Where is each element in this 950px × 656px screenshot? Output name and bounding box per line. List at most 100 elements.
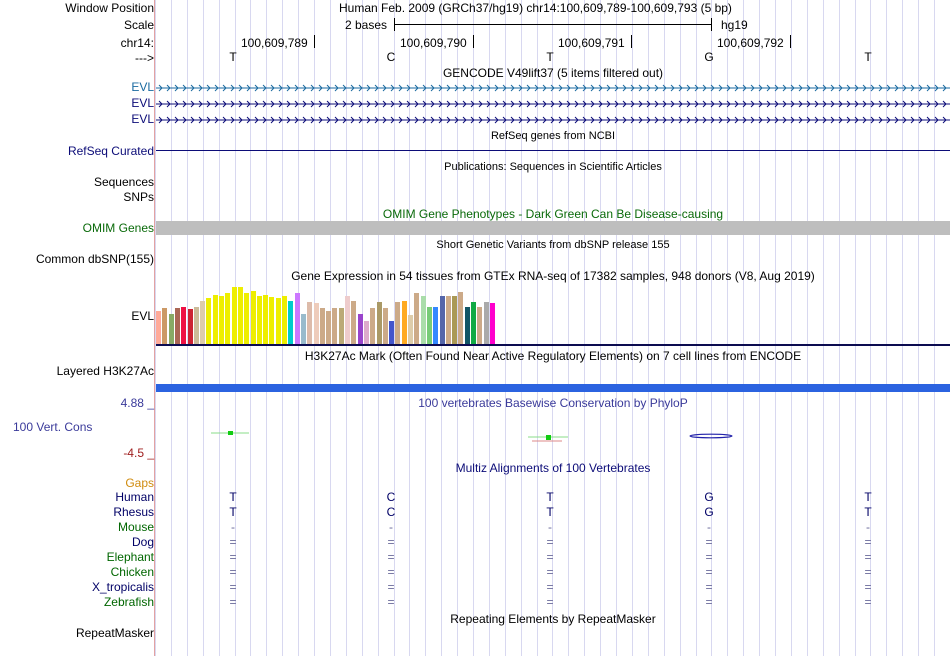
strand-arrow <box>894 84 899 92</box>
gtex-tissue-bar[interactable] <box>414 293 419 344</box>
phylop-plot[interactable] <box>156 410 950 460</box>
gtex-tissue-bar[interactable] <box>307 302 312 344</box>
gtex-tissue-bar[interactable] <box>295 293 300 344</box>
gtex-tissue-bar[interactable] <box>263 295 268 344</box>
gencode-track-title[interactable]: GENCODE V49lift37 (5 items filtered out) <box>442 66 664 80</box>
gencode-transcript-line[interactable] <box>156 83 950 93</box>
repeatmasker-track-title[interactable]: Repeating Elements by RepeatMasker <box>450 612 656 626</box>
strand-arrow <box>414 84 419 92</box>
gtex-tissue-bar[interactable] <box>383 308 388 344</box>
gtex-tissue-bar[interactable] <box>238 287 243 344</box>
gtex-tissue-bar[interactable] <box>402 301 407 344</box>
h3k27ac-label[interactable]: Layered H3K27Ac <box>56 364 154 378</box>
gtex-tissue-bar[interactable] <box>175 308 180 344</box>
species-label[interactable]: Dog <box>131 535 154 549</box>
gtex-tissue-bar[interactable] <box>314 303 319 344</box>
gtex-tissue-bar[interactable] <box>446 296 451 344</box>
gtex-tissue-bar[interactable] <box>188 309 193 344</box>
dbsnp-label[interactable]: Common dbSNP(155) <box>35 252 154 266</box>
gtex-tissue-bar[interactable] <box>288 301 293 344</box>
gtex-tissue-bar[interactable] <box>389 321 394 344</box>
gtex-tissue-bar[interactable] <box>213 295 218 344</box>
dbsnp-track-title[interactable]: Short Genetic Variants from dbSNP releas… <box>436 239 670 251</box>
species-label[interactable]: Zebrafish <box>103 595 154 609</box>
gtex-tissue-bar[interactable] <box>471 302 476 344</box>
phylop-label[interactable]: 100 Vert. Cons <box>13 420 93 434</box>
species-label[interactable]: Chicken <box>110 565 154 579</box>
gtex-tissue-bar[interactable] <box>477 307 482 344</box>
gtex-tissue-bar[interactable] <box>301 314 306 344</box>
gtex-tissue-bar[interactable] <box>200 301 205 344</box>
publications-track-title[interactable]: Publications: Sequences in Scientific Ar… <box>444 161 662 173</box>
gencode-item-label[interactable]: EVL <box>131 80 154 94</box>
gaps-label[interactable]: Gaps <box>125 476 154 490</box>
gtex-tissue-bar[interactable] <box>156 311 161 344</box>
gtex-tissue-bar[interactable] <box>345 296 350 344</box>
refseq-label[interactable]: RefSeq Curated <box>67 144 154 158</box>
gtex-tissue-bar[interactable] <box>244 293 249 344</box>
gencode-transcript-line[interactable] <box>156 115 950 125</box>
h3k27ac-track-title[interactable]: H3K27Ac Mark (Often Found Near Active Re… <box>304 349 802 363</box>
species-label[interactable]: Rhesus <box>113 505 154 519</box>
gtex-tissue-bar[interactable] <box>408 315 413 344</box>
gencode-item-label[interactable]: EVL <box>131 96 154 110</box>
gtex-tissue-bar[interactable] <box>484 302 489 344</box>
phylop-track-title[interactable]: 100 vertebrates Basewise Conservation by… <box>418 396 688 410</box>
gtex-tissue-bar[interactable] <box>377 302 382 344</box>
gtex-tissue-bar[interactable] <box>181 307 186 344</box>
gtex-tissue-bar[interactable] <box>162 308 167 344</box>
repeatmasker-label[interactable]: RepeatMasker <box>75 626 154 640</box>
gtex-tissue-bar[interactable] <box>169 314 174 344</box>
gtex-tissue-bar[interactable] <box>206 298 211 344</box>
gtex-tissue-bar[interactable] <box>421 296 426 344</box>
gtex-tissue-bar[interactable] <box>452 296 457 344</box>
gtex-tissue-bar[interactable] <box>219 296 224 344</box>
gtex-tissue-bar[interactable] <box>465 307 470 344</box>
omim-gene-bar[interactable] <box>156 221 950 235</box>
scale-db: hg19 <box>721 18 748 32</box>
strand-arrow <box>822 84 827 92</box>
refseq-track-title[interactable]: RefSeq genes from NCBI <box>490 130 616 142</box>
gtex-tissue-bar[interactable] <box>358 314 363 344</box>
alignment-base: = <box>705 550 713 564</box>
gtex-tissue-bar[interactable] <box>251 291 256 344</box>
gtex-bar-chart[interactable] <box>156 284 950 344</box>
gtex-tissue-bar[interactable] <box>370 308 375 344</box>
gtex-tissue-bar[interactable] <box>320 308 325 344</box>
gtex-tissue-bar[interactable] <box>282 296 287 344</box>
gtex-tissue-bar[interactable] <box>433 307 438 344</box>
gtex-tissue-bar[interactable] <box>225 293 230 344</box>
gtex-tissue-bar[interactable] <box>351 301 356 344</box>
gtex-tissue-bar[interactable] <box>364 321 369 344</box>
species-label[interactable]: Mouse <box>117 520 154 534</box>
strand-arrow <box>806 116 811 124</box>
species-label[interactable]: X_tropicalis <box>91 580 154 594</box>
species-label[interactable]: Elephant <box>106 550 154 564</box>
publications-label-snps[interactable]: SNPs <box>123 190 154 204</box>
gtex-tissue-bar[interactable] <box>257 296 262 344</box>
publications-label-sequences[interactable]: Sequences <box>93 175 154 189</box>
gencode-item-label[interactable]: EVL <box>131 112 154 126</box>
multiz-track-title[interactable]: Multiz Alignments of 100 Vertebrates <box>455 461 651 475</box>
gtex-tissue-bar[interactable] <box>490 303 495 344</box>
gtex-tissue-bar[interactable] <box>440 296 445 344</box>
omim-label[interactable]: OMIM Genes <box>82 221 154 235</box>
gtex-tissue-bar[interactable] <box>194 307 199 344</box>
gtex-tissue-bar[interactable] <box>232 287 237 344</box>
gtex-tissue-bar[interactable] <box>339 308 344 344</box>
gtex-label[interactable]: EVL <box>131 309 154 323</box>
omim-track-title[interactable]: OMIM Gene Phenotypes - Dark Green Can Be… <box>382 207 724 221</box>
gtex-tissue-bar[interactable] <box>269 297 274 344</box>
gtex-track-title[interactable]: Gene Expression in 54 tissues from GTEx … <box>291 269 815 283</box>
h3k27ac-signal[interactable] <box>156 384 950 392</box>
gtex-tissue-bar[interactable] <box>332 308 337 344</box>
species-label[interactable]: Human <box>115 490 154 504</box>
gtex-tissue-bar[interactable] <box>458 292 463 344</box>
gtex-tissue-bar[interactable] <box>427 307 432 344</box>
gencode-transcript-line[interactable] <box>156 99 950 109</box>
gtex-tissue-bar[interactable] <box>395 302 400 344</box>
refseq-gene-line[interactable] <box>156 150 950 151</box>
gtex-tissue-bar[interactable] <box>276 298 281 344</box>
strand-arrow <box>278 84 283 92</box>
gtex-tissue-bar[interactable] <box>326 311 331 344</box>
